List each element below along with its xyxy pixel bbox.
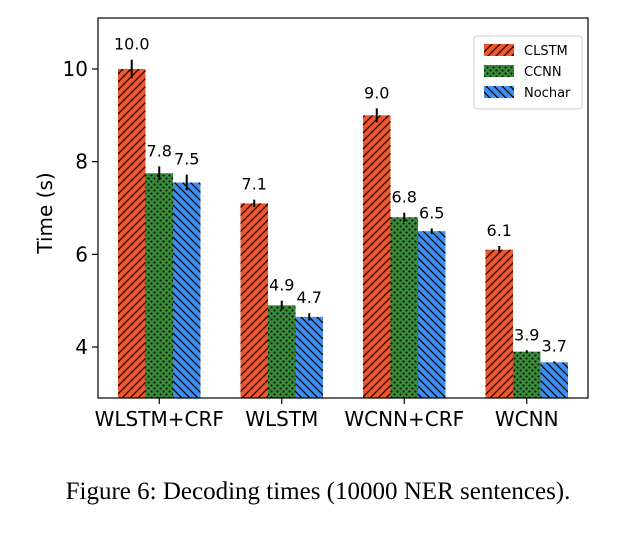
bar-clstm-wcnn	[485, 249, 513, 398]
y-tick-label: 6	[75, 242, 88, 266]
data-label-clstm-wcnn-crf: 9.0	[364, 83, 389, 102]
bar-nochar-wlstm	[295, 316, 323, 398]
legend-swatch-ccnn	[484, 65, 514, 77]
legend-label-nochar: Nochar	[524, 86, 571, 101]
y-axis: 4 6 8 10	[63, 57, 98, 359]
data-labels-layer: 10.0 7.8 7.5 7.1 4.94.7 9.0 6.86.5 6.1 3.93.7	[114, 35, 567, 356]
y-tick-label: 4	[75, 335, 88, 359]
figure-caption: Figure 6: Decoding times (10000 NER sent…	[65, 478, 571, 505]
bar-nochar-wlstm-crf	[173, 182, 201, 398]
data-label-ccnn-wcnn-crf: 6.8	[392, 188, 417, 207]
bar-ccnn-wlstm	[268, 305, 296, 398]
bar-ccnn-wlstm-crf	[145, 173, 173, 398]
x-tick-label-wcnn: WCNN	[495, 407, 559, 431]
data-label-ccnn-wlstm: 4.9	[269, 276, 294, 295]
y-tick-label: 8	[75, 150, 88, 174]
x-tick-label-wlstm: WLSTM	[245, 407, 318, 431]
data-label-ccnn-wlstm-crf: 7.8	[147, 141, 172, 160]
data-label-clstm-wcnn: 6.1	[487, 221, 512, 240]
data-label-nochar-wcnn: 3.7	[542, 336, 567, 355]
bar-ccnn-wcnn	[513, 351, 541, 398]
legend: CLSTM CCNN Nochar	[473, 35, 583, 110]
legend-label-clstm: CLSTM	[524, 44, 568, 59]
data-label-nochar-wlstm-crf: 7.5	[174, 150, 199, 169]
bar-clstm-wlstm	[240, 203, 268, 398]
error-bars-layer	[130, 59, 556, 364]
x-tick-label-wcnn-crf: WCNN+CRF	[344, 407, 464, 431]
bar-clstm-wcnn-crf	[363, 115, 391, 398]
bar-nochar-wcnn-crf	[418, 231, 446, 398]
legend-swatch-clstm	[484, 44, 514, 56]
data-label-clstm-wlstm: 7.1	[242, 175, 267, 194]
bar-ccnn-wcnn-crf	[390, 217, 418, 398]
legend-swatch-nochar	[484, 86, 514, 98]
bar-clstm-wlstm-crf	[118, 68, 146, 398]
data-label-nochar-wlstm: 4.7	[297, 288, 322, 307]
bar-chart: 10.0 7.8 7.5 7.1 4.94.7 9.0 6.86.5 6.1 3.93.7 4 6…	[33, 17, 589, 431]
bars-layer	[118, 68, 568, 398]
data-label-ccnn-wcnn: 3.9	[514, 325, 539, 344]
data-label-clstm-wlstm-crf: 10.0	[114, 35, 150, 54]
y-axis-label: Time (s)	[33, 172, 57, 254]
legend-label-ccnn: CCNN	[524, 65, 562, 80]
x-axis: WLSTM+CRF WLSTM WCNN+CRF WCNN	[95, 398, 559, 431]
data-label-nochar-wcnn-crf: 6.5	[419, 203, 444, 222]
plot-frame	[97, 17, 589, 399]
x-tick-label-wlstm-crf: WLSTM+CRF	[95, 407, 224, 431]
bar-nochar-wcnn	[540, 362, 568, 398]
y-tick-label: 10	[63, 57, 88, 81]
